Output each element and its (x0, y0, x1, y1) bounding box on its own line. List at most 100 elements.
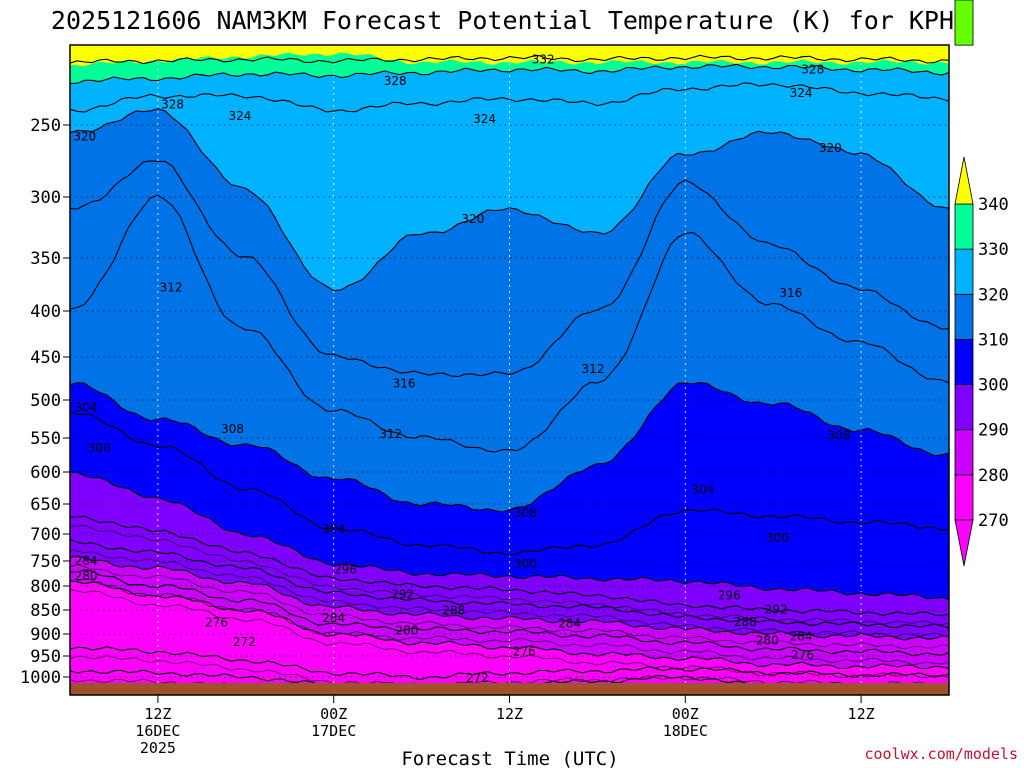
isentrope-284 (70, 569, 949, 657)
isentrope-312 (70, 194, 949, 453)
xtick-label-30-0: 12Z (496, 705, 523, 723)
contour-label-288: 288 (442, 603, 465, 617)
ytick-label-750: 750 (30, 552, 61, 572)
xtick-label-6-0: 12Z (144, 705, 171, 723)
contour-labels: 332 328 328 328 324 324 324 320 320 320 316 316 312 3… (73, 52, 850, 685)
xtick-label-42-1: 18DEC (663, 722, 708, 740)
colorbar-segment-280 (954, 429, 974, 476)
xtick-label-18-0: 00Z (320, 705, 347, 723)
colorbar-label-280: 280 (978, 466, 1009, 486)
colorbar-over-arrow (954, 156, 974, 205)
isentrope-292 (70, 538, 949, 629)
xtick-label-18-1: 17DEC (311, 722, 356, 740)
isentrope-minor-296 (70, 524, 949, 626)
xtick-label-6-2: 2025 (140, 739, 176, 757)
contour-label-280: 280 (395, 624, 418, 638)
filled-bands (70, 45, 949, 695)
contour-label-300: 300 (514, 557, 537, 571)
contour-label-304: 304 (691, 482, 714, 496)
contour-label-272: 272 (233, 635, 256, 649)
contour-label-276: 276 (791, 648, 814, 662)
isentrope-280 (70, 579, 949, 670)
colorbar-segment-300 (954, 339, 974, 385)
colorbar-segment-340 (954, 0, 974, 46)
colorbar-label-330: 330 (978, 240, 1009, 260)
ytick-label-650: 650 (30, 495, 61, 515)
isentrope-minor-284 (70, 578, 949, 666)
xtick-label-6-1: 16DEC (135, 722, 180, 740)
ytick-label-1000: 1000 (20, 668, 61, 688)
isentrope-328 (70, 63, 949, 85)
contour-label-332: 332 (532, 52, 555, 66)
contour-label-280: 280 (756, 634, 779, 648)
ytick-label-500: 500 (30, 391, 61, 411)
colorbar-segment-330 (954, 203, 974, 250)
isentrope-minor-280 (70, 589, 949, 679)
contour-label-324: 324 (473, 112, 496, 126)
contour-label-284: 284 (558, 616, 581, 630)
colorbar-label-310: 310 (978, 330, 1009, 350)
band-top-340 (70, 45, 949, 67)
ytick-label-900: 900 (30, 625, 61, 645)
isentrope-332 (70, 54, 949, 65)
isentrope-minor-288 (70, 564, 949, 650)
isentrope-lines (70, 54, 949, 695)
contour-label-328: 328 (161, 98, 184, 112)
contour-label-272: 272 (466, 671, 489, 685)
ytick-label-350: 350 (30, 249, 61, 269)
contour-label-312: 312 (160, 281, 183, 295)
colorbar-label-320: 320 (978, 285, 1009, 305)
xtick-label-42-0: 00Z (672, 705, 699, 723)
contour-label-316: 316 (779, 286, 802, 300)
band-above-320 (70, 45, 949, 291)
ytick-label-250: 250 (30, 116, 61, 136)
colorbar-segment-270 (954, 474, 974, 521)
contour-label-284: 284 (75, 554, 98, 568)
ground-fill (70, 683, 949, 695)
pressure-axis: 250 300 350 400 450 500 550 600 650 700 750 800 850 9… (20, 116, 70, 688)
isentrope-276 (70, 646, 949, 680)
contour-label-296: 296 (718, 589, 741, 603)
ytick-label-700: 700 (30, 525, 61, 545)
contour-label-288: 288 (734, 615, 757, 629)
isentrope-300 (70, 471, 949, 601)
contour-label-328: 328 (384, 74, 407, 88)
contour-label-312: 312 (582, 362, 605, 376)
isentrope-304 (70, 411, 949, 556)
contour-label-276: 276 (205, 615, 228, 629)
contour-label-324: 324 (228, 109, 251, 123)
isentrope-320 (70, 108, 949, 292)
ytick-label-850: 850 (30, 601, 61, 621)
ytick-label-550: 550 (30, 429, 61, 449)
isentrope-324 (70, 82, 949, 113)
contour-label-280: 280 (75, 569, 98, 583)
contour-label-316: 316 (393, 377, 416, 391)
colorbar-label-340: 340 (978, 195, 1009, 215)
contour-label-312: 312 (379, 427, 402, 441)
contour-label-308: 308 (221, 422, 244, 436)
contour-label-276: 276 (513, 645, 536, 659)
colorbar-segment-310 (954, 293, 974, 340)
contour-label-324: 324 (790, 86, 813, 100)
contour-label-284: 284 (322, 611, 345, 625)
contour-label-304: 304 (322, 522, 345, 536)
contour-label-304: 304 (75, 401, 98, 415)
isentrope-minor-276 (70, 655, 949, 689)
xtick-label-54-0: 12Z (848, 705, 875, 723)
grid-lines (70, 45, 949, 695)
colorbar-under-arrow (954, 519, 974, 567)
credit-text: coolwx.com/models (864, 745, 1018, 763)
isentrope-296 (70, 515, 949, 617)
plot-area: 332 328 328 328 324 324 324 320 320 320 316 316 312 3… (70, 45, 949, 695)
contour-label-292: 292 (765, 603, 788, 617)
ytick-label-950: 950 (30, 647, 61, 667)
isentrope-316 (70, 160, 949, 378)
ytick-label-400: 400 (30, 302, 61, 322)
contour-label-308: 308 (828, 429, 851, 443)
colorbar-label-290: 290 (978, 421, 1009, 441)
contour-label-300: 300 (766, 531, 789, 545)
colorbar-segment-320 (954, 248, 974, 295)
isentrope-minor-292 (70, 548, 949, 638)
